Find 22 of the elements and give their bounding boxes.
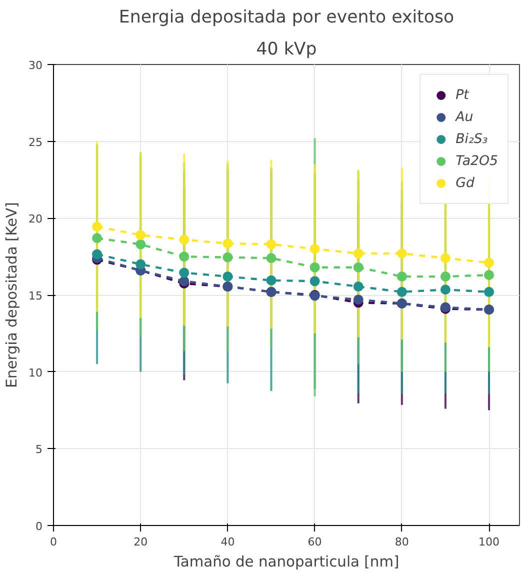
legend-label: Pt — [456, 88, 470, 102]
x-tick-label: 80 — [394, 536, 409, 548]
y-tick-label: 15 — [28, 290, 43, 302]
legend-label: Bi₂S₃ — [456, 132, 488, 146]
legend-label: Ta2O5 — [456, 154, 498, 168]
x-axis-title: Tamaño de nanoparticula [nm] — [172, 554, 400, 570]
chart-subtitle: 40 kVp — [256, 40, 317, 60]
chart-title: Energia depositada por evento exitoso — [118, 8, 454, 28]
y-tick-label: 30 — [28, 59, 43, 72]
y-tick-label: 0 — [36, 520, 42, 533]
legend-label: Au — [456, 110, 474, 124]
x-tick-label: 0 — [50, 536, 57, 548]
x-tick-label: 40 — [220, 536, 235, 548]
x-tick-label: 20 — [134, 536, 148, 548]
y-axis-title: Energia depositada [KeV] — [4, 202, 21, 388]
legend-label: Gd — [456, 176, 476, 190]
y-tick-label: 25 — [28, 136, 43, 149]
y-tick-label: 5 — [36, 443, 42, 456]
y-tick-label: 20 — [28, 212, 43, 226]
y-tick-label: 10 — [28, 366, 43, 380]
x-tick-label: 100 — [478, 536, 500, 548]
x-tick-label: 60 — [308, 536, 322, 548]
